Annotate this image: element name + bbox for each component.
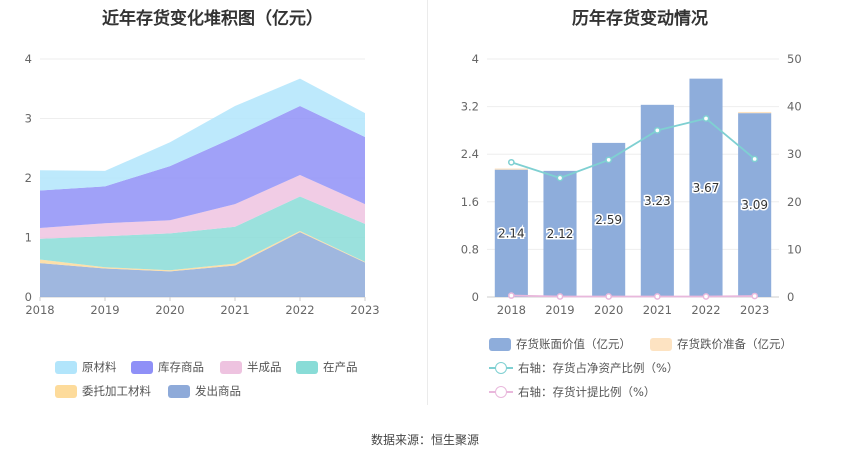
inventory-change-chart-title: 历年存货变动情况 [572, 9, 708, 29]
area-series-2 [40, 196, 365, 271]
point-provision-ratio [605, 293, 613, 300]
legend-swatch [55, 384, 77, 398]
area-series-4 [40, 106, 365, 228]
x-tick-label: 2020 [155, 303, 184, 317]
point-ratio-net-assets [751, 155, 759, 163]
y-tick-label: 2 [25, 171, 32, 185]
x-tick-label: 2023 [350, 303, 379, 317]
x-tick-label: 2020 [594, 303, 623, 317]
point-ratio-net-assets [556, 174, 564, 182]
legend-label: 委托加工材料 [82, 384, 151, 398]
legend-item-finished-goods[interactable]: 库存商品 [131, 359, 204, 375]
legend-swatch [220, 360, 242, 374]
point-provision-ratio [702, 293, 710, 300]
y-right-tick-label: 20 [787, 195, 802, 209]
legend-item-provision-ratio[interactable]: 右轴：存货计提比例（%） [489, 384, 655, 400]
bar-book-value [543, 170, 577, 297]
x-tick-label: 2022 [285, 303, 314, 317]
y-left-tick-label: 3.2 [461, 100, 479, 114]
legend-swatch [131, 360, 153, 374]
legend-label: 存货账面价值（亿元） [516, 337, 631, 351]
area-series-0 [40, 232, 365, 297]
y-right-tick-label: 30 [787, 147, 802, 161]
legend-item-impairment[interactable]: 存货跌价准备（亿元） [650, 336, 792, 352]
legend-label: 存货跌价准备（亿元） [677, 337, 792, 351]
x-tick-label: 2018 [497, 303, 526, 317]
point-provision-ratio [507, 292, 515, 299]
y-right-tick-label: 50 [787, 52, 802, 66]
legend-label: 发出商品 [195, 384, 241, 398]
y-tick-label: 1 [25, 231, 32, 245]
y-left-tick-label: 2.4 [461, 147, 479, 161]
point-ratio-net-assets [507, 158, 515, 166]
legend-item-goods-shipped[interactable]: 发出商品 [168, 383, 241, 399]
legend-swatch [650, 337, 672, 351]
legend-label: 在产品 [323, 360, 358, 374]
legend-item-ratio-net-assets[interactable]: 右轴：存货占净资产比例（%） [489, 360, 678, 376]
legend-item-book-value[interactable]: 存货账面价值（亿元） [489, 336, 631, 352]
y-left-tick-label: 0.8 [461, 242, 479, 256]
legend-item-outsourced-materials[interactable]: 委托加工材料 [55, 383, 151, 399]
legend-item-raw-materials[interactable]: 原材料 [55, 359, 117, 375]
legend-swatch [489, 337, 511, 351]
bar-value-label: 3.23 [644, 194, 671, 208]
x-tick-label: 2023 [740, 303, 769, 317]
legend-label: 右轴：存货计提比例（%） [518, 385, 656, 399]
legend-line-symbol [489, 361, 513, 375]
point-provision-ratio [653, 293, 661, 300]
y-left-tick-label: 0 [472, 290, 479, 304]
legend-swatch [168, 384, 190, 398]
y-right-tick-label: 10 [787, 242, 802, 256]
bar-book-value [689, 78, 723, 297]
legend-line-symbol [489, 385, 513, 399]
y-right-tick-label: 0 [787, 290, 794, 304]
x-tick-label: 2022 [691, 303, 720, 317]
line-ratio-net-assets [511, 117, 756, 179]
point-ratio-net-assets [605, 156, 613, 164]
point-ratio-net-assets [702, 115, 710, 122]
legend-label: 原材料 [82, 360, 117, 374]
line-provision-ratio [511, 294, 755, 298]
point-provision-ratio [556, 293, 564, 300]
data-source: 数据来源：恒生聚源 [370, 433, 479, 447]
legend-swatch [55, 360, 77, 374]
bar-impairment [494, 168, 528, 170]
area-series-3 [40, 175, 365, 239]
legend-label: 库存商品 [158, 360, 204, 374]
legend-label: 右轴：存货占净资产比例（%） [518, 361, 679, 375]
point-ratio-net-assets [653, 127, 661, 134]
y-tick-label: 0 [25, 290, 32, 304]
bar-value-label: 2.59 [595, 213, 622, 227]
bar-book-value [592, 142, 626, 297]
x-tick-label: 2019 [90, 303, 119, 317]
y-tick-label: 4 [25, 52, 32, 66]
bar-value-label: 2.14 [498, 226, 525, 240]
legend-item-semi-finished[interactable]: 半成品 [220, 359, 282, 375]
point-provision-ratio [751, 292, 759, 300]
bar-impairment [738, 111, 772, 114]
x-tick-label: 2021 [220, 303, 249, 317]
y-tick-label: 3 [25, 112, 32, 126]
y-right-tick-label: 40 [787, 100, 802, 114]
bar-value-label: 3.09 [741, 198, 768, 212]
x-tick-label: 2019 [545, 303, 574, 317]
legend-item-wip[interactable]: 在产品 [296, 359, 358, 375]
y-left-tick-label: 1.6 [461, 195, 479, 209]
x-tick-label: 2018 [25, 303, 54, 317]
legend-swatch [296, 360, 318, 374]
legend-label: 半成品 [247, 360, 282, 374]
bar-value-label: 3.67 [693, 181, 720, 195]
stacked-area-chart-title: 近年存货变化堆积图（亿元） [102, 9, 323, 29]
bar-value-label: 2.12 [547, 227, 574, 241]
bar-book-value [494, 169, 528, 297]
bar-book-value [738, 113, 772, 298]
x-tick-label: 2021 [643, 303, 672, 317]
panel-divider [427, 0, 428, 405]
y-left-tick-label: 4 [472, 52, 479, 66]
area-series-5 [40, 78, 365, 191]
